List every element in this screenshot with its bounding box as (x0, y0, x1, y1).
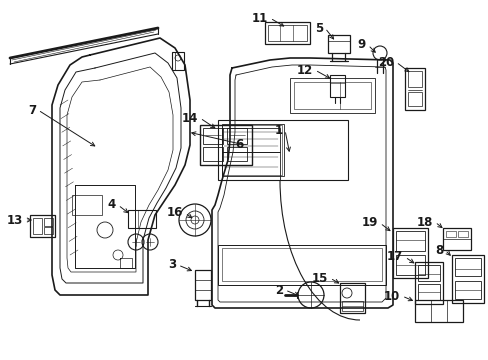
Text: 19: 19 (361, 216, 377, 230)
Bar (339, 283, 364, 313)
Text: 16: 16 (166, 207, 183, 220)
Text: 7: 7 (28, 104, 36, 117)
Bar (454, 258, 480, 276)
Bar (222, 124, 284, 176)
Text: 10: 10 (383, 289, 399, 302)
Bar (417, 265, 439, 281)
Text: 6: 6 (234, 139, 243, 152)
Bar (407, 71, 421, 87)
Bar (289, 78, 374, 113)
Bar (33, 218, 42, 234)
Bar (203, 147, 223, 161)
Bar (218, 245, 385, 285)
Bar (404, 68, 424, 110)
Text: 1: 1 (274, 123, 283, 136)
Bar (222, 128, 280, 152)
Bar (30, 215, 55, 237)
Bar (222, 125, 282, 175)
Bar (222, 152, 280, 180)
Bar (442, 228, 470, 250)
Text: 18: 18 (416, 216, 432, 229)
Bar (414, 300, 462, 322)
Bar (222, 248, 381, 281)
Bar (329, 75, 345, 97)
Text: 13: 13 (7, 213, 23, 226)
Text: 14: 14 (181, 112, 198, 125)
Bar (395, 255, 424, 275)
Bar (72, 195, 102, 215)
Bar (445, 231, 455, 237)
Bar (44, 227, 53, 234)
Text: 8: 8 (434, 243, 442, 256)
Bar (218, 120, 347, 180)
Text: 15: 15 (311, 271, 327, 284)
Bar (200, 125, 251, 165)
Bar (44, 218, 53, 226)
Bar (341, 301, 362, 311)
Text: 5: 5 (314, 22, 323, 35)
Bar (457, 231, 467, 237)
Bar (267, 25, 306, 41)
Bar (195, 270, 210, 300)
Bar (293, 82, 370, 109)
Bar (327, 35, 349, 53)
Text: 9: 9 (357, 39, 365, 51)
Bar (407, 92, 421, 106)
Bar (392, 228, 427, 278)
Text: 11: 11 (251, 12, 267, 24)
Text: 17: 17 (386, 251, 402, 264)
Bar (414, 262, 442, 304)
Text: 2: 2 (274, 284, 283, 297)
Text: 12: 12 (296, 63, 312, 77)
Bar (454, 281, 480, 299)
Text: 3: 3 (167, 258, 176, 271)
Bar (203, 128, 223, 144)
Text: 4: 4 (107, 198, 116, 211)
Bar (417, 284, 439, 300)
Bar (264, 22, 309, 44)
Text: 20: 20 (377, 55, 393, 68)
Bar (226, 128, 246, 144)
Bar (395, 231, 424, 251)
Bar (451, 255, 483, 303)
Bar (128, 210, 156, 228)
Bar (226, 147, 246, 161)
Bar (172, 52, 183, 70)
